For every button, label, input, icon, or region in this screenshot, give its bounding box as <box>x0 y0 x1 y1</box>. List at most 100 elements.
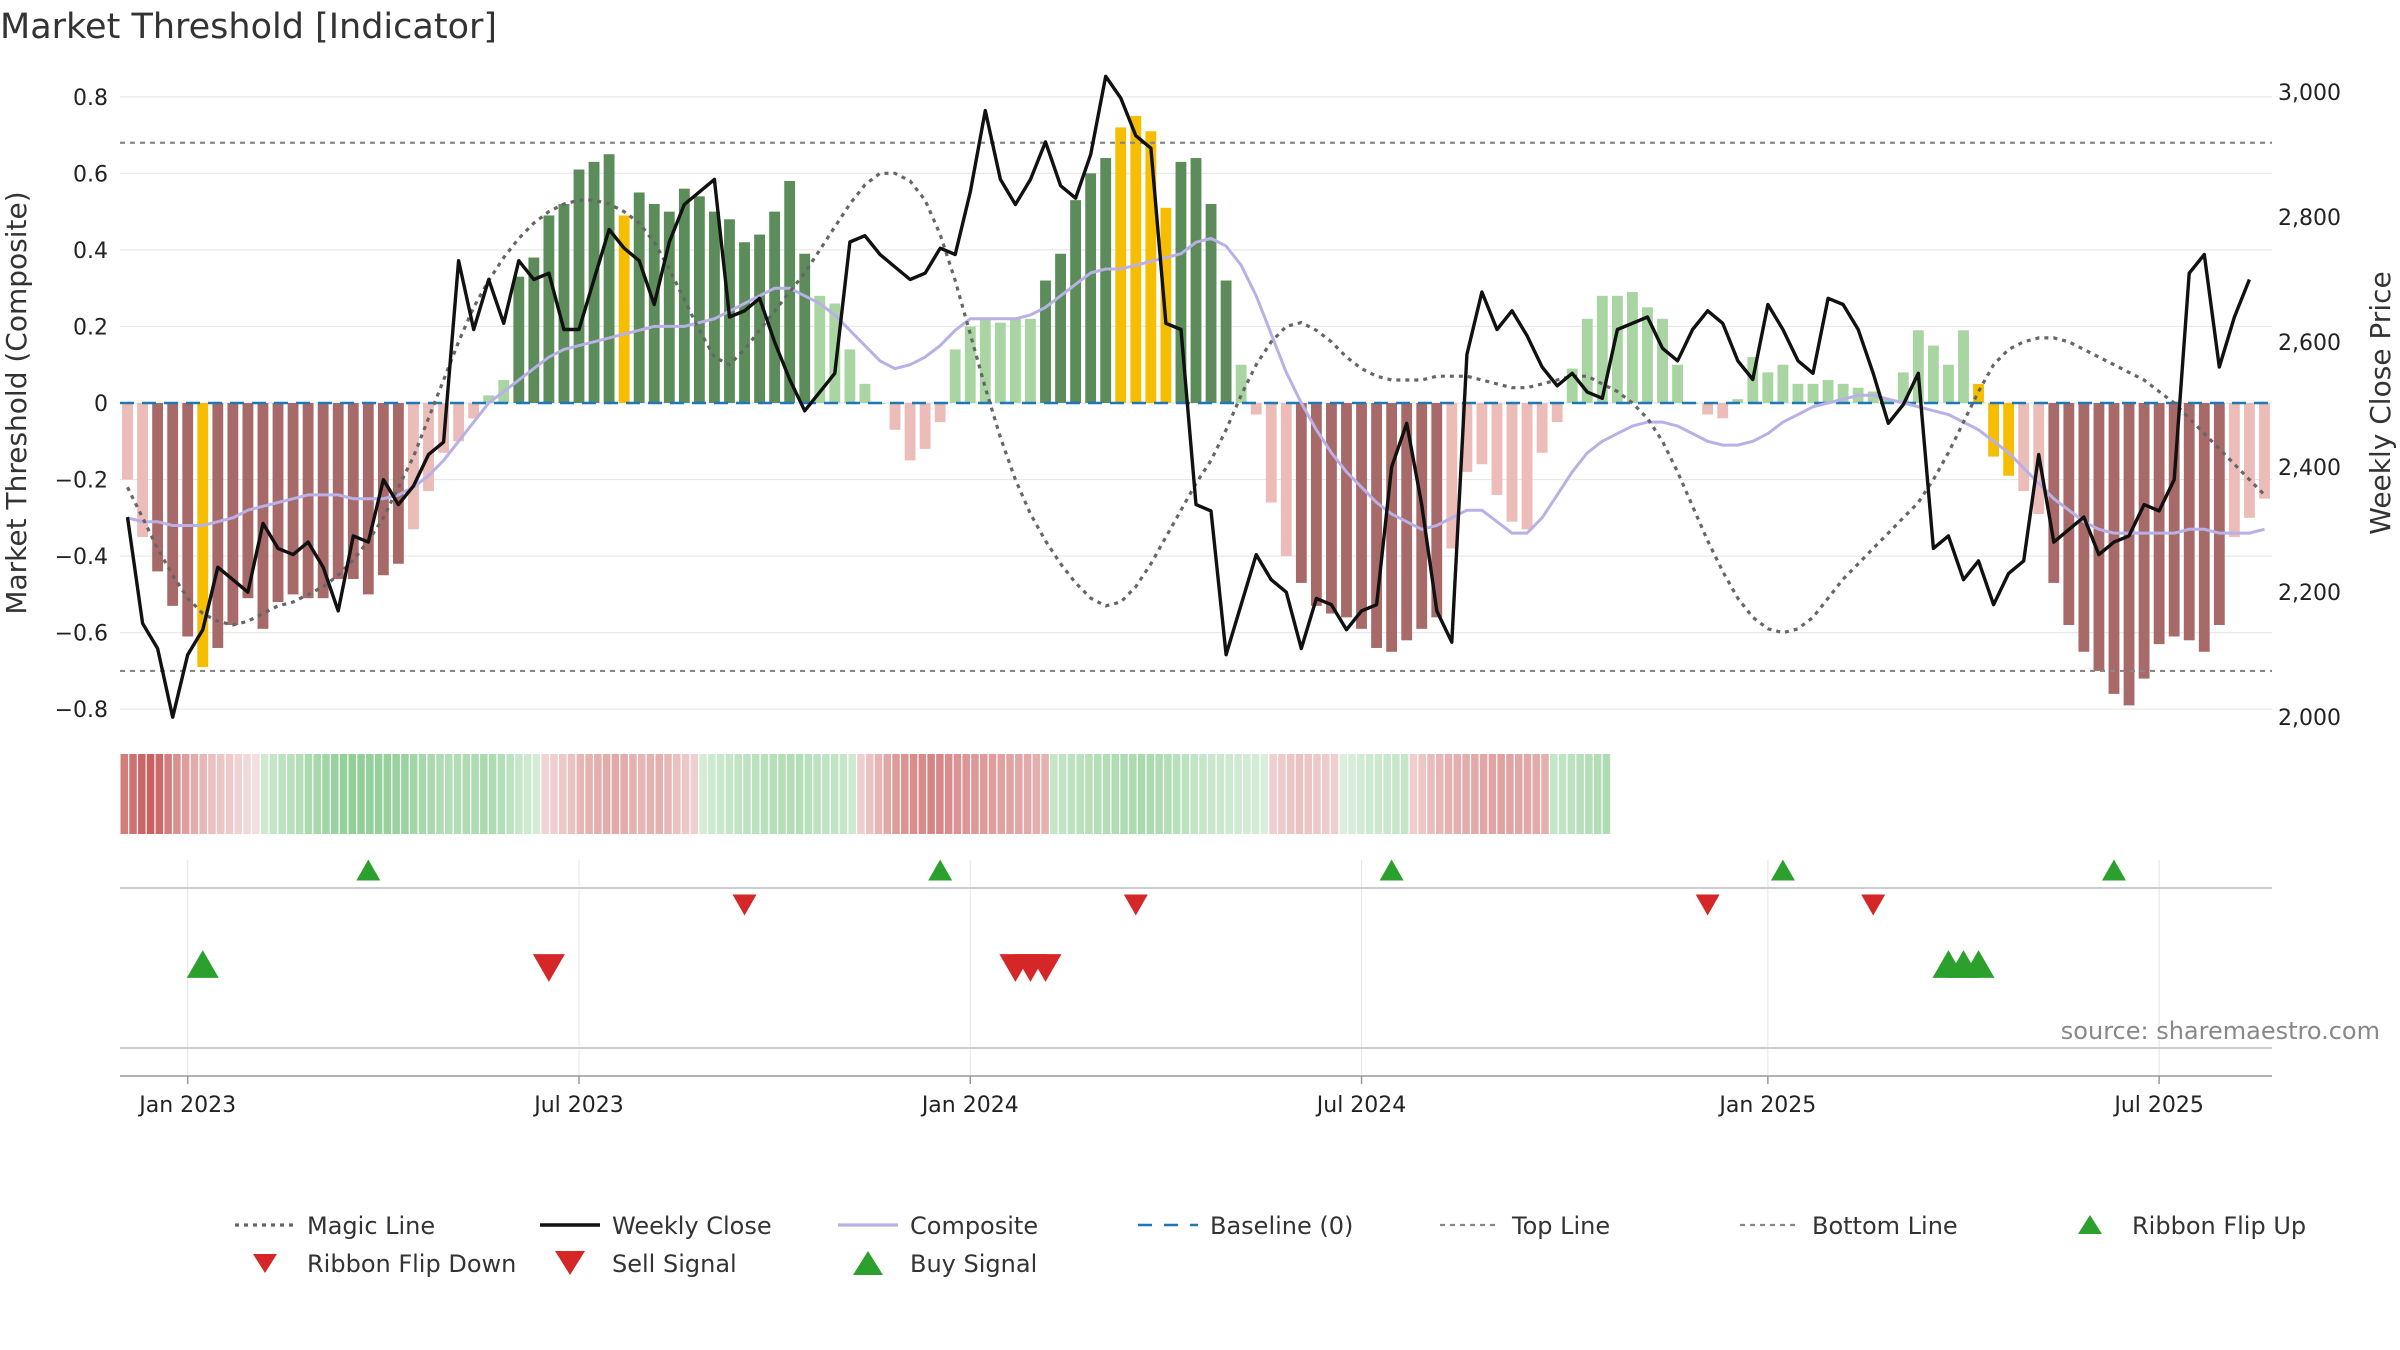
composite-bar <box>950 349 961 403</box>
ribbon-cell <box>682 754 690 834</box>
ribbon-cell <box>1024 754 1032 834</box>
ribbon-cell <box>278 754 286 834</box>
ribbon-cell <box>375 754 383 834</box>
composite-bar <box>1266 403 1277 503</box>
x-tick-label: Jan 2025 <box>1717 1093 1816 1118</box>
ribbon-cell <box>445 754 453 834</box>
legend-item: Ribbon Flip Up <box>2078 1212 2306 1240</box>
y-axis-left-label: Market Threshold (Composite) <box>0 191 33 614</box>
ribbon-cell <box>813 754 821 834</box>
ribbon-cell <box>340 754 348 834</box>
composite-bar <box>1657 319 1668 403</box>
composite-bar <box>995 323 1006 403</box>
composite-bar <box>182 403 193 636</box>
ribbon-cell <box>1199 754 1207 834</box>
composite-bar <box>890 403 901 430</box>
ribbon-cell <box>1568 754 1576 834</box>
ribbon-cell <box>401 754 409 834</box>
ribbon-cell <box>533 754 541 834</box>
composite-bars <box>122 116 2270 705</box>
composite-bar <box>1446 403 1457 548</box>
ribbon-cell <box>980 754 988 834</box>
composite-bar <box>2018 403 2029 491</box>
composite-bar <box>1552 403 1563 422</box>
ribbon-cell <box>691 754 699 834</box>
ribbon-cell <box>743 754 751 834</box>
y-tick-left-label: −0.8 <box>55 698 108 723</box>
composite-bar <box>1793 384 1804 403</box>
composite-bar <box>679 189 690 403</box>
ribbon-cell <box>1217 754 1225 834</box>
ribbon-cell <box>1269 754 1277 834</box>
ribbon-cell <box>901 754 909 834</box>
legend-item: Top Line <box>1440 1212 1610 1240</box>
composite-bar <box>1386 403 1397 652</box>
ribbon-cell <box>577 754 585 834</box>
ribbon-cell <box>857 754 865 834</box>
ribbon-cell <box>173 754 181 834</box>
composite-bar <box>905 403 916 460</box>
composite-bar <box>1115 127 1126 403</box>
ribbon-strip <box>121 754 1611 834</box>
ribbon-cell <box>1226 754 1234 834</box>
legend-item: Bottom Line <box>1740 1212 1958 1240</box>
source-label: source: sharemaestro.com <box>2061 1017 2380 1045</box>
ribbon-cell <box>1182 754 1190 834</box>
ribbon-cell <box>463 754 471 834</box>
y-tick-left-label: 0.2 <box>73 315 108 340</box>
ribbon-cell <box>1418 754 1426 834</box>
composite-bar <box>543 215 554 403</box>
ribbon-flip-down-marker <box>1124 895 1148 916</box>
composite-bar <box>2199 403 2210 652</box>
ribbon-cell <box>1392 754 1400 834</box>
ribbon-cell <box>208 754 216 834</box>
composite-bar <box>1522 403 1533 529</box>
ribbon-cell <box>1357 754 1365 834</box>
composite-bar <box>1507 403 1518 522</box>
ribbon-cell <box>217 754 225 834</box>
ribbon-cell <box>410 754 418 834</box>
ribbon-cell <box>156 754 164 834</box>
y-tick-left-label: −0.4 <box>55 545 108 570</box>
ribbon-cell <box>1033 754 1041 834</box>
ribbon-cell <box>1489 754 1497 834</box>
ribbon-cell <box>1559 754 1567 834</box>
composite-bar <box>1070 200 1081 403</box>
composite-bar <box>1627 292 1638 403</box>
ribbon-cell <box>1278 754 1286 834</box>
ribbon-cell <box>1050 754 1058 834</box>
ribbon-cell <box>1252 754 1260 834</box>
composite-bar <box>965 326 976 403</box>
composite-bar <box>1040 281 1051 403</box>
ribbon-cell <box>1208 754 1216 834</box>
composite-bar <box>1808 384 1819 403</box>
x-tick-label: Jul 2025 <box>2112 1093 2204 1118</box>
y-tick-left-label: −0.6 <box>55 622 108 647</box>
ribbon-cell <box>261 754 269 834</box>
ribbon-cell <box>919 754 927 834</box>
ribbon-cell <box>647 754 655 834</box>
ribbon-flip-up-marker <box>1771 860 1795 881</box>
ribbon-cell <box>638 754 646 834</box>
ribbon-cell <box>541 754 549 834</box>
ribbon-cell <box>962 754 970 834</box>
ribbon-cell <box>1006 754 1014 834</box>
ribbon-cell <box>699 754 707 834</box>
composite-bar <box>1100 158 1111 403</box>
y-tick-left-label: 0.6 <box>73 162 108 187</box>
ribbon-flip-up-marker <box>2102 860 2126 881</box>
ribbon-cell <box>270 754 278 834</box>
ribbon-cell <box>769 754 777 834</box>
ribbon-flip-down-marker <box>1696 895 1720 916</box>
ribbon-cell <box>550 754 558 834</box>
legend-label: Bottom Line <box>1812 1212 1958 1240</box>
ribbon-cell <box>620 754 628 834</box>
ribbon-cell <box>1129 754 1137 834</box>
ribbon-cell <box>892 754 900 834</box>
composite-bar <box>2214 403 2225 625</box>
ribbon-cell <box>629 754 637 834</box>
legend-swatch-buy <box>853 1251 883 1275</box>
legend-label: Magic Line <box>307 1212 435 1240</box>
ribbon-cell <box>199 754 207 834</box>
ribbon-cell <box>1041 754 1049 834</box>
